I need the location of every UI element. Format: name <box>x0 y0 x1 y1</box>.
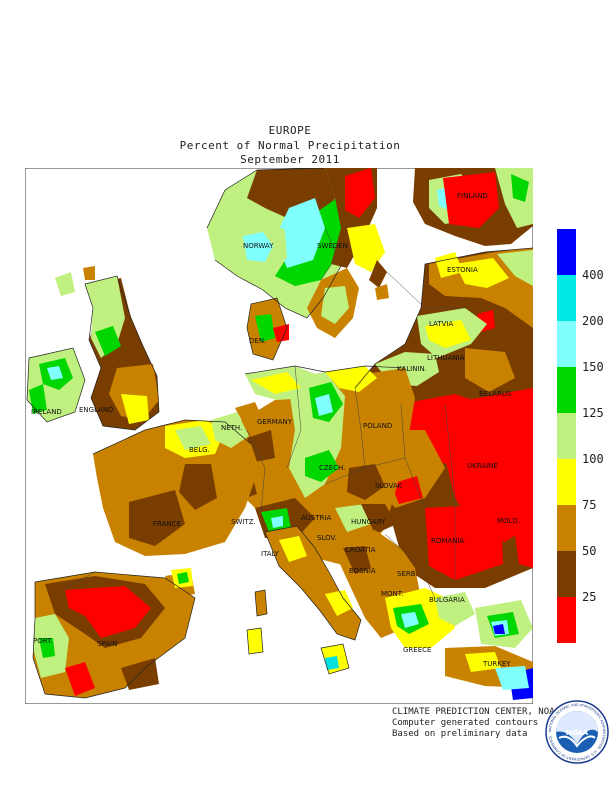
label-slov: SLOV. <box>317 534 337 542</box>
credit-note: Based on preliminary data <box>392 729 528 739</box>
label-ukraine: UKRAINE <box>467 462 498 470</box>
label-spain: SPAIN <box>97 640 117 648</box>
label-belarus: BELARUS <box>479 390 512 398</box>
legend-bin-150-200 <box>557 321 576 367</box>
western-europe-region <box>27 266 315 556</box>
legend-bin-200-400 <box>557 275 576 321</box>
label-france: FRANCE <box>153 520 181 528</box>
label-mold: MOLD. <box>497 517 520 525</box>
legend-bin-50-75 <box>557 505 576 551</box>
label-bulgaria: BULGARIA <box>429 596 465 604</box>
label-belg: BELG. <box>189 446 210 454</box>
legend-label-100: 100 <box>582 452 604 466</box>
label-hungary: HUNGARY <box>351 518 386 526</box>
credit-method: Computer generated contours <box>392 718 539 728</box>
label-sweden: SWEDEN <box>317 242 348 250</box>
legend-bin-25-50 <box>557 551 576 597</box>
coastline-overlay <box>26 168 533 699</box>
label-mont: MONT. <box>381 590 403 598</box>
label-croatia: CROATIA <box>345 546 376 554</box>
label-finland: FINLAND <box>457 192 488 200</box>
scandinavia-region <box>207 168 533 338</box>
noaa-logo-text: NOAA <box>566 729 589 737</box>
label-germany: GERMANY <box>257 418 293 426</box>
border-overlay <box>64 227 465 599</box>
label-lithuania: LITHUANIA <box>427 354 465 362</box>
legend-label-200: 200 <box>582 314 604 328</box>
label-ireland: IRELAND <box>31 408 62 416</box>
legend-label-125: 125 <box>582 406 604 420</box>
label-czech: CZECH. <box>319 464 345 472</box>
map-subtitle: Percent of Normal Precipitation <box>179 139 401 152</box>
label-norway: NORWAY <box>243 242 274 250</box>
label-greece: GREECE <box>403 646 431 654</box>
label-turkey: TURKEY <box>482 660 511 668</box>
iberia-region <box>33 568 195 698</box>
map-title: EUROPE <box>268 124 312 137</box>
label-england: ENGLAND <box>79 406 114 414</box>
legend-bin-0-25 <box>557 597 576 643</box>
label-switz: SWITZ. <box>231 518 256 526</box>
legend-label-150: 150 <box>582 360 604 374</box>
label-den: DEN. <box>249 337 266 345</box>
label-romania: ROMANIA <box>431 537 465 545</box>
label-estonia: ESTONIA <box>447 266 478 274</box>
precipitation-map: NORWAY SWEDEN FINLAND ESTONIA LATVIA LIT… <box>25 168 533 704</box>
credit-source: CLIMATE PREDICTION CENTER, NOAA <box>392 707 560 717</box>
legend-bin-125-150 <box>557 367 576 413</box>
label-kalinin: KALININ. <box>397 365 427 373</box>
label-serb: SERB. <box>397 570 418 578</box>
label-neth: NETH. <box>221 424 242 432</box>
legend-bin-100-125 <box>557 413 576 459</box>
label-austria: AUSTRIA <box>301 514 332 522</box>
legend-bin-75-100 <box>557 459 576 505</box>
legend-label-50: 50 <box>582 544 597 558</box>
legend-label-400: 400 <box>582 268 604 282</box>
noaa-logo: NOAA NATIONAL OCEANIC AND ATMOSPHERIC AD… <box>545 700 609 764</box>
legend-label-25: 25 <box>582 590 597 604</box>
label-poland: POLAND <box>363 422 392 430</box>
country-labels: NORWAY SWEDEN FINLAND ESTONIA LATVIA LIT… <box>31 192 520 668</box>
label-italy: ITALY <box>261 550 280 558</box>
label-bosnia: BOSNIA <box>349 567 376 575</box>
legend-bin-400-plus <box>557 229 576 275</box>
eastern-europe-region <box>355 248 533 588</box>
italy-balkans-region <box>247 526 533 700</box>
legend-label-75: 75 <box>582 498 597 512</box>
map-period: September 2011 <box>240 153 340 166</box>
label-port: PORT. <box>33 637 53 645</box>
label-slovak: SLOVAK <box>375 482 403 490</box>
label-latvia: LATVIA <box>429 320 453 328</box>
